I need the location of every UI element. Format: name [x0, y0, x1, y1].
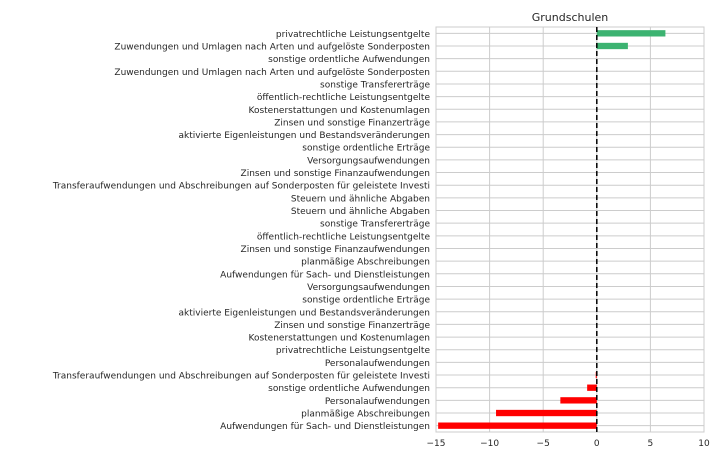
x-tick-label: −10	[480, 439, 499, 449]
y-tick-label: planmäßige Abschreibungen	[301, 258, 430, 268]
y-tick-label: planmäßige Abschreibungen	[301, 410, 430, 420]
y-tick-label: Transferaufwendungen und Abschreibungen …	[52, 372, 430, 382]
y-tick-label: Steuern und ähnliche Abgaben	[291, 194, 430, 204]
y-tick-label: Versorgungsaufwendungen	[307, 156, 430, 166]
chart-title: Grundschulen	[532, 11, 609, 24]
y-tick-label: Personalaufwendungen	[325, 397, 430, 407]
x-tick-label: −15	[427, 439, 446, 449]
x-tick-labels: −15 −10 −5 0 5 10	[427, 439, 710, 449]
y-tick-label: Zuwendungen und Umlagen nach Arten und a…	[114, 42, 430, 52]
x-tick-label: 0	[594, 439, 600, 449]
y-tick-label: Zinsen und sonstige Finanzaufwendungen	[241, 245, 430, 255]
plot-frame	[435, 26, 705, 433]
y-tick-label: sonstige ordentliche Aufwendungen	[268, 384, 430, 394]
y-tick-label: Zinsen und sonstige Finanzaufwendungen	[241, 169, 430, 179]
y-tick-label: Aufwendungen für Sach- und Dienstleistun…	[220, 422, 430, 432]
bar	[587, 384, 597, 391]
y-tick-label: Versorgungsaufwendungen	[307, 283, 430, 293]
bar	[596, 30, 666, 37]
y-tick-label: Steuern und ähnliche Abgaben	[291, 207, 430, 217]
y-tick-label: Aufwendungen für Sach- und Dienstleistun…	[220, 270, 430, 280]
y-tick-label: aktivierte Eigenleistungen und Bestandsv…	[179, 131, 431, 141]
y-tick-label: sonstige Transfererträge	[320, 220, 430, 230]
y-tick-label: privatrechtliche Leistungsentgelte	[276, 346, 431, 356]
y-tick-label: Zinsen und sonstige Finanzerträge	[274, 321, 430, 331]
y-tick-label: sonstige ordentliche Erträge	[302, 296, 430, 306]
bar	[496, 409, 597, 417]
y-tick-label: sonstige Transfererträge	[320, 80, 430, 90]
y-tick-label: sonstige ordentliche Aufwendungen	[268, 55, 430, 65]
bar	[560, 397, 597, 404]
x-tick-label: 5	[648, 439, 654, 449]
bars	[438, 30, 666, 429]
bar	[596, 42, 628, 50]
grid	[435, 26, 705, 433]
y-tick-label: Zuwendungen und Umlagen nach Arten und a…	[114, 68, 430, 78]
y-tick-label: Kostenerstattungen und Kostenumlagen	[248, 334, 430, 344]
y-tick-label: privatrechtliche Leistungsentgelte	[276, 30, 431, 40]
x-tick-label: 10	[698, 439, 710, 449]
y-tick-label: Zinsen und sonstige Finanzerträge	[274, 118, 430, 128]
y-tick-labels: privatrechtliche Leistungsentgelte Zuwend…	[52, 30, 431, 432]
y-tick-label: Transferaufwendungen und Abschreibungen …	[52, 182, 430, 192]
bar	[438, 422, 597, 429]
x-tick-label: −5	[537, 439, 550, 449]
y-tick-label: öffentlich-rechtliche Leistungsentgelte	[257, 93, 431, 103]
y-tick-label: aktivierte Eigenleistungen und Bestandsv…	[179, 308, 431, 318]
y-tick-label: Kostenerstattungen und Kostenumlagen	[248, 106, 430, 116]
y-tick-label: sonstige ordentliche Erträge	[302, 144, 430, 154]
y-tick-label: öffentlich-rechtliche Leistungsentgelte	[257, 232, 431, 242]
y-tick-label: Personalaufwendungen	[325, 359, 430, 369]
